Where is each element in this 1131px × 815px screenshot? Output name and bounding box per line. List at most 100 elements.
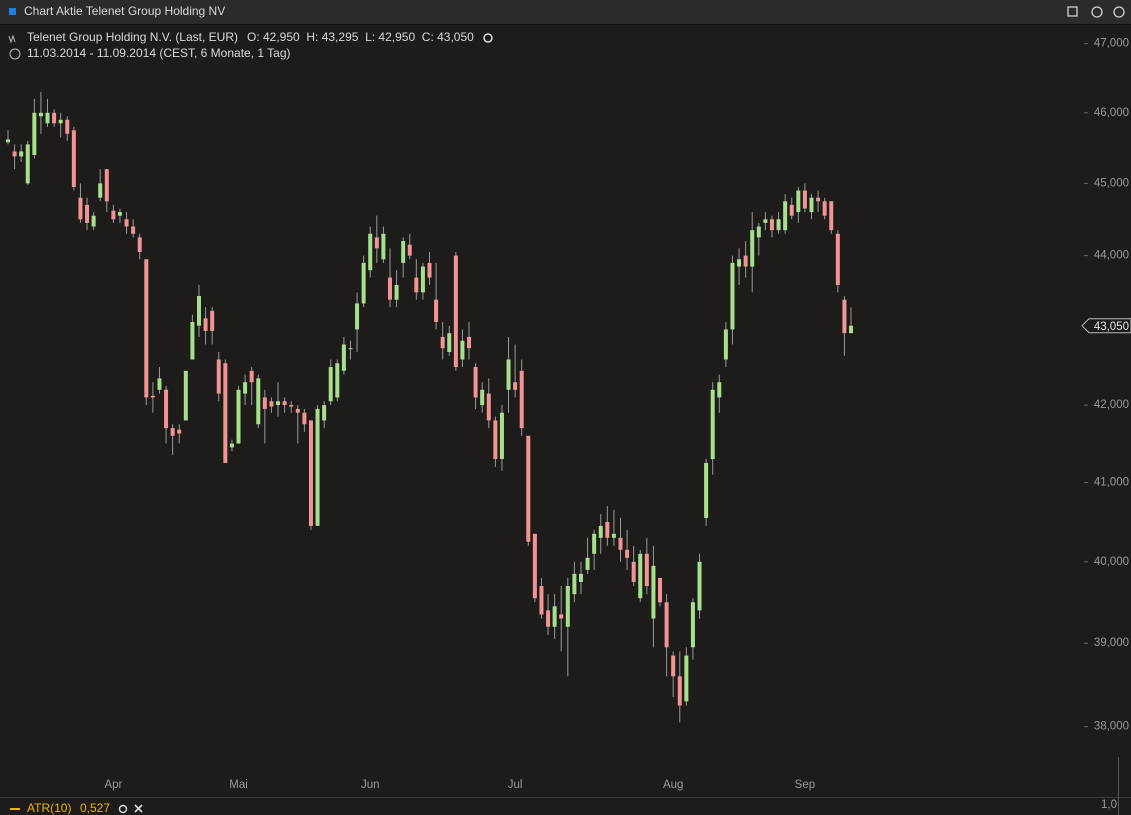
candle-body [651,565,656,619]
candle-body [355,303,360,330]
candle-body [822,201,827,216]
candle-body [723,329,728,360]
candle-body [401,241,406,263]
candle-body [19,151,24,157]
candle-body [387,277,392,300]
candle-body [131,226,136,234]
candle-body [493,420,498,460]
candle-body [737,259,742,267]
candle-body [157,378,162,390]
candle-body [170,428,175,436]
x-tick-label: Jul [508,779,523,791]
candle-body [473,367,478,398]
candle-body [789,204,794,216]
candle-body [289,405,294,407]
candle-body [743,255,748,267]
candle-body [506,359,511,390]
candle-body [519,370,524,429]
candle-body [796,190,801,213]
candle-body [776,219,781,231]
candle-body [210,310,215,331]
candle-body [243,382,248,394]
candle-body [381,233,386,260]
candle-body [658,577,663,603]
export-button[interactable] [1067,6,1078,17]
candle-body [434,299,439,323]
candle-body [605,521,610,538]
candle-body [532,533,537,599]
candle-body [203,318,208,331]
candle-body [144,259,149,398]
candle-body [32,112,37,155]
candle-body [407,244,412,256]
close-window-button[interactable] [1113,6,1125,18]
x-tick-label: Sep [795,779,815,791]
candle-body [111,210,116,220]
candle-body [717,382,722,398]
candle-body [598,525,603,538]
y-tick-label: 42,000 [1094,399,1129,411]
indicator-axis-label: 1,0 [1101,799,1117,811]
indicator-remove-button[interactable] [134,804,143,813]
ohlc-values: O: 42,950 H: 43,295 L: 42,950 C: 43,050 [247,30,474,44]
candle-body [177,429,182,434]
candle-body [756,226,761,238]
candle-body [671,655,676,677]
candle-body [420,266,425,293]
candle-body [322,405,327,421]
candle-body [730,262,735,330]
candle-body [783,201,788,231]
x-tick-label: Jun [361,779,380,791]
candle-body [704,462,709,518]
candle-body [374,237,379,249]
candle-body [361,262,366,304]
candle-body [150,395,155,398]
candle-body [499,412,504,460]
candle-body [480,389,485,406]
candle-body [229,443,234,448]
candle-body [38,112,43,117]
candle-body [611,533,616,538]
indicator-info-button[interactable] [118,804,128,814]
window-buttons[interactable] [1067,6,1125,18]
candle-body [559,614,564,619]
settings-button[interactable] [1091,6,1103,18]
candles [6,91,854,723]
candle-body [578,573,583,582]
candle-body [802,190,807,209]
x-tick-label: Mai [229,779,248,791]
candle-body [769,219,774,231]
x-tick-label: Apr [104,779,122,791]
candle-body [842,299,847,334]
candle-body [71,130,76,187]
candle-body [295,408,300,413]
candle-body [513,382,518,390]
candle-body [12,151,17,157]
y-tick-label: 38,000 [1094,721,1129,733]
candle-body [644,553,649,587]
candle-body [236,389,241,444]
candle-body [98,183,103,198]
candle-body [440,336,445,349]
candle-body [249,370,254,383]
candle-body [348,348,353,350]
candle-body [625,549,630,558]
candle-body [328,367,333,402]
candle-body [460,340,465,360]
clock-icon [9,48,21,60]
candle-body [137,237,142,252]
y-tick-label: 47,000 [1094,38,1129,50]
candle-body [414,277,419,293]
candle-body [638,553,643,599]
info-button[interactable] [483,33,493,43]
y-tick-label: 45,000 [1094,177,1129,189]
candle-body [565,586,570,627]
instrument-name: Telenet Group Holding N.V. (Last, EUR) [27,30,238,44]
candle-body [368,233,373,271]
y-tick-label: 39,000 [1094,637,1129,649]
candle-body [684,655,689,702]
candle-body [190,322,195,360]
